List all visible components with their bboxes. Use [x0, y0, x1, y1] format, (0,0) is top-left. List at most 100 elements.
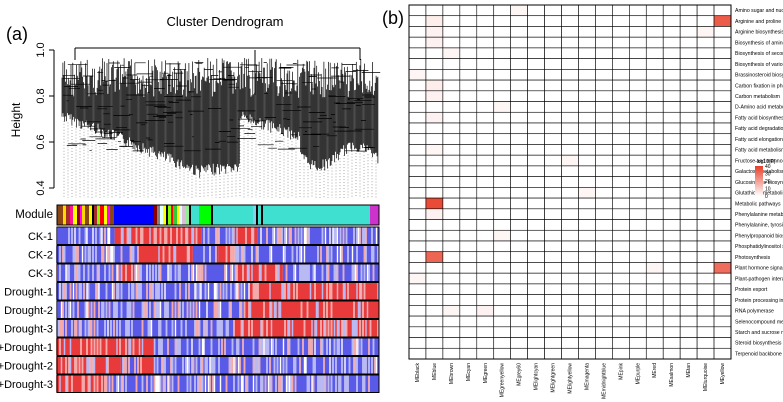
heatmap-cell — [544, 165, 562, 177]
heatmap-cell — [662, 326, 681, 338]
heatmap-cell — [408, 154, 427, 167]
heatmap-cell — [425, 154, 444, 167]
heatmap-cell — [527, 326, 545, 338]
heatmap-cell — [476, 283, 495, 295]
heatmap-cell — [493, 176, 511, 188]
heatmap-cell — [493, 294, 511, 306]
heatmap-cell — [595, 79, 613, 92]
heatmap-cell — [679, 251, 698, 263]
heatmap-cell — [408, 187, 427, 199]
heatmap-cell — [662, 272, 681, 285]
heatmap-cell — [544, 305, 562, 317]
heatmap-cell — [510, 294, 528, 306]
heatmap-cell — [510, 219, 528, 231]
heatmap-cell — [442, 262, 461, 274]
heatmap-cell — [662, 4, 681, 17]
heatmap-cell — [527, 58, 545, 70]
module-label: MEgreen — [483, 363, 489, 384]
heatmap-cell — [544, 187, 562, 199]
heatmap-cell — [696, 305, 715, 317]
heatmap-cell — [493, 15, 511, 27]
heatmap-cell — [578, 58, 596, 70]
heatmap-cell — [408, 58, 427, 70]
module-label: MEcyan — [466, 363, 472, 381]
heatmap-cell — [476, 111, 495, 124]
heatmap-cell — [578, 26, 596, 38]
heatmap-cell — [713, 251, 732, 263]
heatmap-cell — [645, 144, 664, 156]
heatmap-cell — [713, 4, 732, 17]
pathway-label: Carbon metabolism — [735, 94, 780, 100]
heatmap-cell — [510, 122, 528, 135]
heatmap-cell — [493, 283, 511, 295]
module-label: MEgrey60 — [517, 363, 523, 386]
trait-row — [56, 226, 380, 245]
heatmap-cell — [645, 69, 664, 81]
heatmap-cell — [645, 176, 664, 188]
heatmap-cell — [459, 305, 478, 317]
heatmap-cell — [713, 122, 732, 135]
heatmap-cell — [408, 79, 427, 92]
heatmap-cell — [544, 36, 562, 49]
heatmap-cell — [527, 305, 545, 317]
heatmap-cell — [713, 90, 732, 102]
heatmap-cell — [476, 176, 495, 188]
pathway-label: Plant hormone signal transduction — [735, 266, 783, 272]
heatmap-cell — [662, 133, 681, 145]
heatmap-cell — [425, 133, 444, 145]
heatmap-cell — [679, 111, 698, 124]
trait-row-label: CK-1 — [28, 231, 53, 243]
heatmap-cell — [645, 229, 664, 242]
heatmap-cell — [408, 90, 427, 102]
heatmap-cell — [442, 326, 461, 338]
heatmap-cell — [629, 326, 647, 338]
heatmap-cell — [612, 272, 630, 285]
heatmap-cell — [408, 219, 427, 231]
heatmap-cell — [595, 15, 613, 27]
pathway-label: Steroid biosynthesis — [735, 341, 782, 347]
heatmap-cell — [493, 26, 511, 38]
heatmap-cell — [561, 69, 579, 81]
heatmap-cell — [476, 4, 495, 17]
heatmap-cell — [493, 4, 511, 17]
heatmap-cell — [561, 272, 579, 285]
pathway-label: Photosynthesis — [735, 255, 771, 261]
heatmap-cell — [510, 272, 528, 285]
heatmap-cell — [408, 197, 427, 210]
heatmap-cell — [510, 15, 528, 27]
heatmap-cell — [595, 294, 613, 306]
heatmap-cell — [408, 315, 427, 328]
heatmap-cell — [662, 283, 681, 295]
heatmap-cell — [408, 165, 427, 177]
heatmap-cell — [578, 176, 596, 188]
heatmap-cell — [544, 251, 562, 263]
heatmap-cell — [662, 26, 681, 38]
legend-tick: 0 — [765, 194, 768, 200]
heatmap-cell — [442, 101, 461, 113]
heatmap-cell — [561, 111, 579, 124]
heatmap-cell — [493, 315, 511, 328]
heatmap-cell — [510, 165, 528, 177]
heatmap-cell — [425, 144, 444, 156]
pathway-label: Phenylalanine metabolism — [735, 212, 783, 218]
heatmap-cell — [679, 187, 698, 199]
heatmap-cell — [510, 101, 528, 113]
heatmap-cell — [629, 15, 647, 27]
heatmap-cell — [713, 294, 732, 306]
pathway-label: Biosynthesis of amino acids — [735, 40, 783, 46]
heatmap-cell — [459, 337, 478, 349]
heatmap-cell — [459, 283, 478, 295]
heatmap-cell — [561, 144, 579, 156]
heatmap-cell — [713, 315, 732, 328]
heatmap-cell — [713, 101, 732, 113]
heatmap-cell — [696, 208, 715, 220]
heatmap-cell — [679, 262, 698, 274]
heatmap-cell — [408, 305, 427, 317]
heatmap-cell — [595, 251, 613, 263]
trait-row-label: Drought-2 — [4, 305, 53, 317]
heatmap-cell — [442, 58, 461, 70]
heatmap-cell — [425, 176, 444, 188]
heatmap-cell — [578, 294, 596, 306]
